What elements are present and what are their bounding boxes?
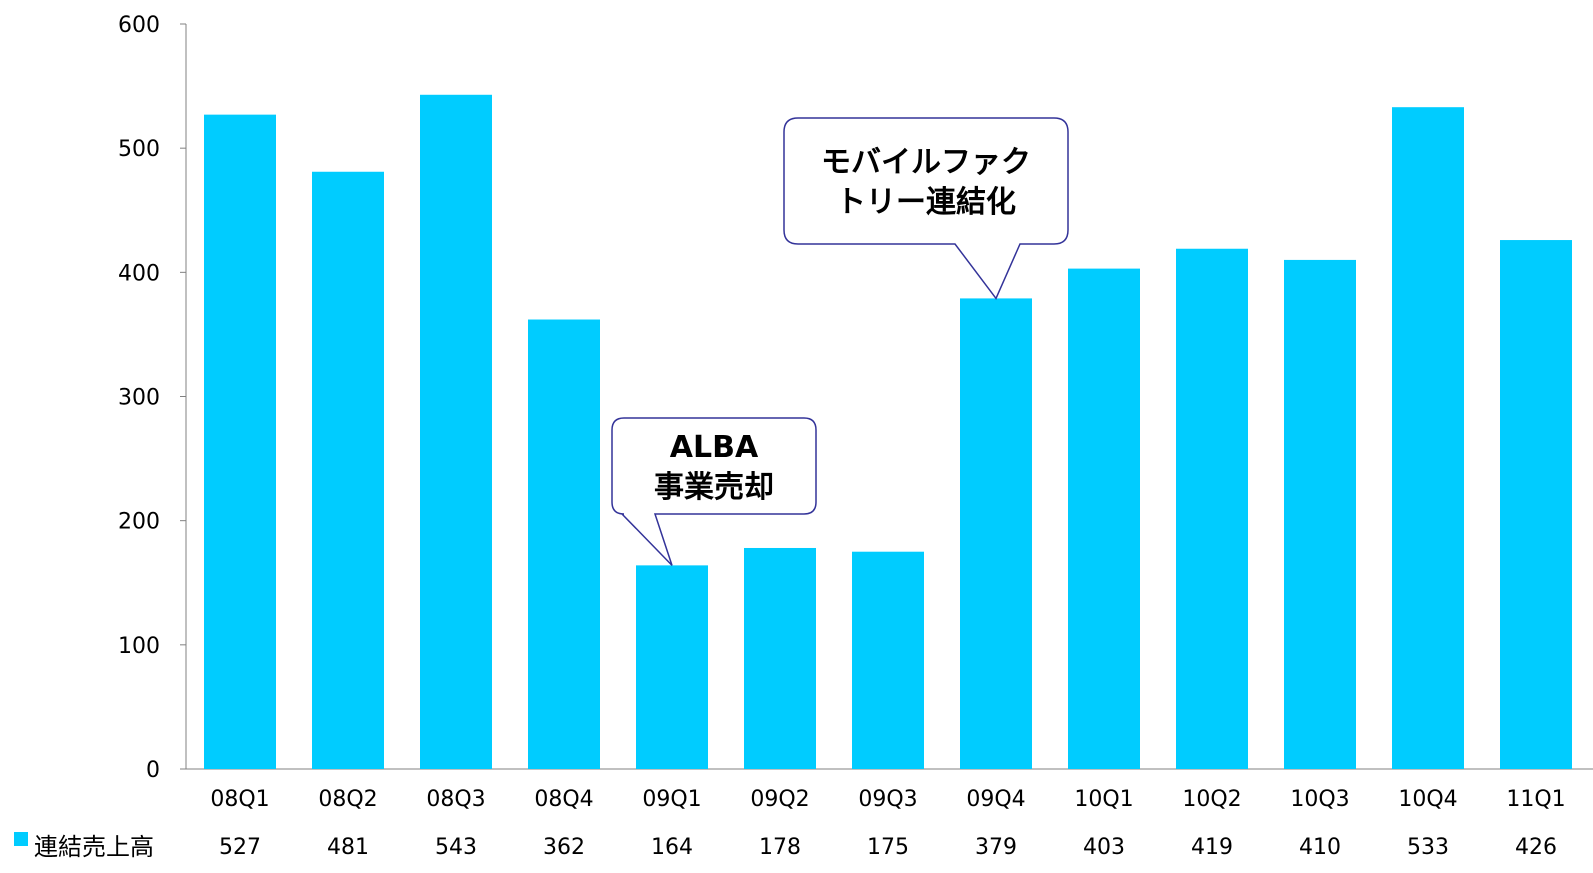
data-table-value: 362 xyxy=(543,835,585,860)
category-label: 10Q4 xyxy=(1398,787,1457,812)
bar-09Q4 xyxy=(960,298,1032,769)
category-label: 08Q2 xyxy=(318,787,377,812)
callout-bubble xyxy=(611,417,817,566)
bar-08Q3 xyxy=(420,94,492,769)
data-table-value: 403 xyxy=(1083,835,1125,860)
data-table-value: 543 xyxy=(435,835,477,860)
category-label: 09Q1 xyxy=(642,787,701,812)
bar-10Q2 xyxy=(1176,248,1248,769)
category-label: 09Q3 xyxy=(858,787,917,812)
data-table-value: 481 xyxy=(327,835,369,860)
bar-10Q3 xyxy=(1284,259,1356,769)
y-tick-label: 200 xyxy=(118,510,160,535)
bar-09Q1 xyxy=(636,565,708,769)
data-table-values: 527 481 543 362 164 178 175 379 403 419 410 533 426 xyxy=(219,835,1557,860)
category-label: 10Q3 xyxy=(1290,787,1349,812)
category-label: 08Q1 xyxy=(210,787,269,812)
bar-08Q4 xyxy=(528,319,600,769)
y-tick-label: 600 xyxy=(118,13,160,38)
bar-10Q1 xyxy=(1068,268,1140,769)
data-table-value: 175 xyxy=(867,835,909,860)
bars-group xyxy=(204,94,1572,770)
callout-text-line: ALBA xyxy=(670,430,759,465)
callout-text-line: 事業売却 xyxy=(654,470,774,505)
category-label: 08Q4 xyxy=(534,787,593,812)
data-table-value: 178 xyxy=(759,835,801,860)
y-tick-label: 100 xyxy=(118,634,160,659)
category-label: 11Q1 xyxy=(1506,787,1565,812)
y-tick-label: 0 xyxy=(146,758,160,783)
callout-text-line: モバイルファク xyxy=(821,145,1031,180)
y-tick-labels: 0 100 200 300 400 500 600 xyxy=(118,13,160,783)
callout-09Q1: ALBA 事業売却 xyxy=(611,417,817,566)
data-table-value: 379 xyxy=(975,835,1017,860)
legend: 連結売上高 xyxy=(14,832,154,861)
data-table-value: 419 xyxy=(1191,835,1233,860)
data-table-value: 426 xyxy=(1515,835,1557,860)
y-tick-label: 400 xyxy=(118,261,160,286)
data-table-value: 410 xyxy=(1299,835,1341,860)
category-label: 09Q4 xyxy=(966,787,1025,812)
category-labels: 08Q1 08Q2 08Q3 08Q4 09Q1 09Q2 09Q3 09Q4 10Q1 10Q2… xyxy=(210,787,1565,812)
category-label: 08Q3 xyxy=(426,787,485,812)
callout-bubble xyxy=(783,117,1069,300)
data-table-value: 527 xyxy=(219,835,261,860)
bar-09Q3 xyxy=(852,551,924,769)
category-label: 09Q2 xyxy=(750,787,809,812)
data-table-value: 164 xyxy=(651,835,693,860)
y-tick-label: 300 xyxy=(118,386,160,411)
bar-11Q1 xyxy=(1500,240,1572,770)
bar-08Q2 xyxy=(312,171,384,770)
callout-text-line: トリー連結化 xyxy=(836,185,1016,220)
bar-10Q4 xyxy=(1392,107,1464,770)
legend-label: 連結売上高 xyxy=(34,833,154,861)
bar-08Q1 xyxy=(204,114,276,770)
bar-09Q2 xyxy=(744,547,816,769)
legend-swatch xyxy=(14,832,28,846)
category-label: 10Q2 xyxy=(1182,787,1241,812)
y-tick-label: 500 xyxy=(118,137,160,162)
category-label: 10Q1 xyxy=(1074,787,1133,812)
data-table-value: 533 xyxy=(1407,835,1449,860)
